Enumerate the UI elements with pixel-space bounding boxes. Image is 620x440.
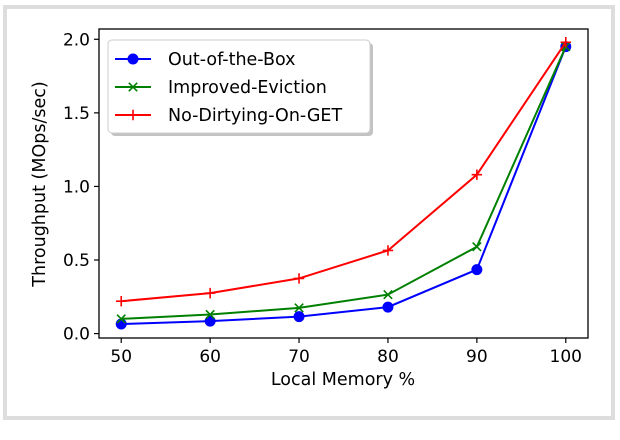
x-tick-label: 90 bbox=[466, 347, 488, 367]
data-point bbox=[383, 289, 393, 300]
series-layer bbox=[115, 37, 572, 330]
x-tick-label: 70 bbox=[288, 347, 310, 367]
series-no-dirtying-on-get bbox=[116, 37, 571, 307]
x-axis: 50 60 70 80 90 100 bbox=[110, 338, 582, 367]
data-point bbox=[294, 303, 304, 313]
x-tick-label: 50 bbox=[110, 347, 132, 367]
data-point bbox=[293, 311, 305, 323]
data-point bbox=[471, 169, 483, 180]
legend-label: Improved-Eviction bbox=[168, 78, 327, 98]
y-axis-label: Throughput (MOps/sec) bbox=[30, 81, 50, 287]
legend-item-out-of-the-box: Out-of-the-Box bbox=[115, 50, 296, 70]
data-point bbox=[382, 301, 394, 313]
y-tick-label: 1.0 bbox=[63, 177, 90, 197]
data-point bbox=[204, 315, 216, 327]
x-tick-label: 80 bbox=[377, 347, 399, 367]
data-point bbox=[116, 314, 126, 324]
legend-item-no-dirtying-on-get: No-Dirtying-On-GET bbox=[115, 106, 342, 126]
data-point bbox=[293, 273, 305, 284]
data-point bbox=[382, 245, 394, 256]
legend-box bbox=[107, 39, 371, 134]
legend-label: Out-of-the-Box bbox=[168, 50, 296, 70]
plot-area bbox=[98, 28, 589, 339]
x-tick-label: 100 bbox=[550, 347, 582, 367]
x-tick-label: 60 bbox=[199, 347, 221, 367]
y-tick-label: 2.0 bbox=[63, 30, 90, 50]
y-tick-label: 1.5 bbox=[63, 104, 90, 124]
legend-item-improved-eviction: Improved-Eviction bbox=[115, 78, 327, 98]
data-point bbox=[471, 264, 483, 276]
data-point bbox=[560, 37, 571, 48]
data-point bbox=[205, 309, 215, 320]
data-point bbox=[116, 296, 127, 307]
legend-marker bbox=[127, 53, 139, 65]
data-point bbox=[472, 242, 482, 252]
legend-marker bbox=[128, 82, 138, 92]
data-point bbox=[204, 287, 216, 299]
x-axis-label: Local Memory % bbox=[271, 370, 415, 390]
series-improved-eviction bbox=[116, 41, 571, 324]
legend: Out-of-the-Box Improved-Eviction No-Dirtyi… bbox=[107, 39, 373, 136]
legend-label: No-Dirtying-On-GET bbox=[168, 106, 342, 126]
y-tick-label: 0.0 bbox=[63, 325, 90, 345]
data-point bbox=[115, 318, 127, 330]
y-axis: 0.0 0.5 1.0 1.5 2.0 bbox=[63, 30, 99, 345]
series-line bbox=[121, 46, 567, 326]
series-line bbox=[121, 46, 567, 320]
y-tick-label: 0.5 bbox=[63, 251, 90, 271]
legend-marker bbox=[127, 109, 139, 121]
series-line bbox=[121, 41, 567, 303]
